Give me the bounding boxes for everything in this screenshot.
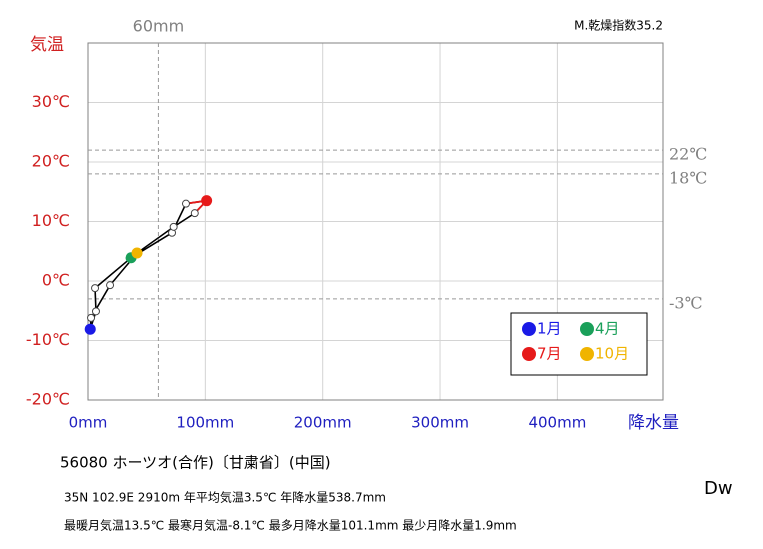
y-tick-label: 20℃ bbox=[32, 152, 70, 171]
month-point bbox=[84, 323, 96, 335]
legend-box bbox=[510, 312, 648, 376]
month-point bbox=[91, 284, 100, 293]
month-point bbox=[201, 195, 213, 207]
legend-swatch bbox=[580, 347, 594, 361]
legend-label: 1月 bbox=[537, 320, 562, 338]
legend-swatch bbox=[522, 322, 536, 336]
plot-frame bbox=[87, 42, 664, 401]
legend-label: 4月 bbox=[595, 320, 620, 338]
x-tick-label: 300mm bbox=[411, 414, 469, 432]
month-point bbox=[169, 222, 178, 231]
info-line: 35N 102.9E 2910m 年平均気温3.5℃ 年降水量538.7mm bbox=[64, 490, 386, 505]
info-line: 最暖月気温13.5℃ 最寒月気温-8.1℃ 最多月降水量101.1mm 最少月降… bbox=[64, 518, 517, 533]
climate-class: Dw bbox=[704, 478, 733, 499]
legend-swatch bbox=[522, 347, 536, 361]
legend-swatch bbox=[580, 322, 594, 336]
x-axis-label: 降水量 bbox=[628, 413, 679, 433]
index-label: M.乾燥指数35.2 bbox=[574, 18, 663, 33]
y-axis-label: 気温 bbox=[30, 35, 64, 55]
reference-label: 18℃ bbox=[669, 168, 707, 187]
x-tick-label: 200mm bbox=[294, 414, 352, 432]
month-point bbox=[87, 313, 96, 322]
x-tick-label: 0mm bbox=[69, 414, 108, 432]
legend-label: 7月 bbox=[537, 345, 562, 363]
reference-label: -3℃ bbox=[669, 293, 702, 312]
reference-label: 22℃ bbox=[669, 145, 707, 164]
y-tick-label: -10℃ bbox=[26, 330, 70, 349]
month-point bbox=[106, 281, 115, 290]
legend-label: 10月 bbox=[595, 345, 629, 363]
month-point bbox=[181, 199, 190, 208]
y-tick-label: 30℃ bbox=[32, 92, 70, 111]
x-tick-label: 400mm bbox=[528, 414, 586, 432]
reference-label: 60mm bbox=[133, 17, 185, 36]
y-tick-label: -20℃ bbox=[26, 390, 70, 409]
month-point bbox=[91, 307, 100, 316]
y-tick-label: 0℃ bbox=[42, 271, 70, 290]
x-tick-label: 100mm bbox=[176, 414, 234, 432]
month-point bbox=[190, 209, 199, 218]
month-point bbox=[131, 247, 143, 259]
y-tick-label: 10℃ bbox=[32, 211, 70, 230]
station: 56080 ホーツオ(合作)〔甘粛省〕(中国) bbox=[60, 454, 331, 472]
